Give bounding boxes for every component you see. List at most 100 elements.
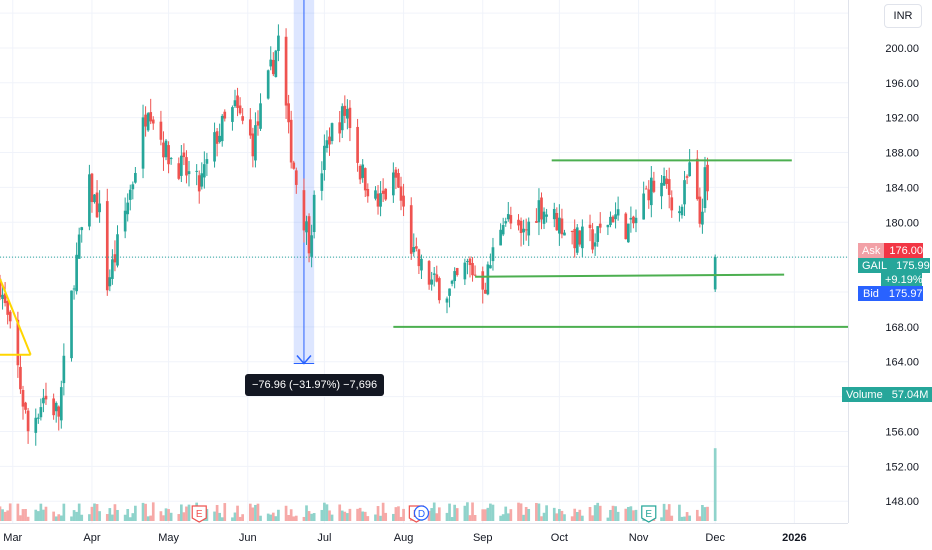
candle-body[interactable]	[588, 224, 592, 229]
candle-body[interactable]	[343, 105, 347, 116]
candle-body[interactable]	[19, 366, 22, 390]
candle-body[interactable]	[325, 140, 329, 149]
candle-body[interactable]	[220, 115, 224, 142]
candle-body[interactable]	[358, 165, 362, 180]
candle-body[interactable]	[491, 247, 495, 262]
candle-body[interactable]	[652, 180, 656, 192]
candle-body[interactable]	[647, 189, 651, 201]
candle-body[interactable]	[338, 122, 342, 134]
candle-body[interactable]	[611, 216, 615, 223]
candle-body[interactable]	[361, 164, 365, 178]
candle-body[interactable]	[277, 35, 280, 51]
candle-body[interactable]	[397, 173, 400, 188]
candle-body[interactable]	[151, 119, 155, 124]
candle-body[interactable]	[430, 279, 434, 285]
candle-body[interactable]	[463, 262, 467, 280]
candle-body[interactable]	[356, 126, 359, 163]
candle-body[interactable]	[537, 200, 541, 223]
candle-body[interactable]	[499, 229, 502, 246]
candle-body[interactable]	[698, 196, 702, 224]
candle-body[interactable]	[77, 234, 81, 259]
candlesticks[interactable]	[0, 24, 717, 446]
candle-body[interactable]	[558, 217, 561, 234]
candle-body[interactable]	[563, 232, 566, 236]
candle-body[interactable]	[578, 230, 582, 245]
candle-body[interactable]	[545, 214, 548, 217]
candle-body[interactable]	[614, 214, 617, 220]
event-markers[interactable]: EEDE	[191, 505, 657, 523]
candle-body[interactable]	[271, 59, 275, 75]
candle-body[interactable]	[187, 171, 191, 175]
candle-body[interactable]	[90, 173, 94, 203]
candle-body[interactable]	[680, 206, 684, 216]
candle-body[interactable]	[555, 212, 559, 231]
candle-body[interactable]	[310, 235, 313, 257]
candle-body[interactable]	[167, 145, 170, 165]
candle-body[interactable]	[384, 188, 388, 200]
candle-body[interactable]	[519, 220, 523, 234]
candle-body[interactable]	[34, 417, 38, 433]
candle-body[interactable]	[39, 407, 43, 418]
candle-body[interactable]	[80, 227, 84, 231]
candle-body[interactable]	[535, 221, 538, 223]
candle-body[interactable]	[626, 223, 630, 243]
candle-body[interactable]	[412, 247, 416, 253]
candle-body[interactable]	[665, 178, 668, 184]
candle-body[interactable]	[366, 188, 370, 197]
candle-body[interactable]	[481, 271, 485, 290]
candle-body[interactable]	[330, 123, 334, 142]
candle-body[interactable]	[16, 319, 20, 366]
candle-body[interactable]	[504, 221, 508, 224]
candle-body[interactable]	[202, 164, 206, 178]
candle-body[interactable]	[248, 119, 252, 136]
candle-body[interactable]	[346, 108, 349, 119]
dividend-marker[interactable]: D	[413, 505, 430, 521]
candle-body[interactable]	[409, 205, 413, 254]
earnings-marker[interactable]: E	[641, 505, 657, 523]
candle-body[interactable]	[3, 293, 7, 304]
candle-body[interactable]	[414, 246, 418, 249]
candle-body[interactable]	[254, 125, 257, 161]
support-trendline[interactable]	[475, 273, 785, 278]
candle-body[interactable]	[149, 112, 153, 122]
candle-body[interactable]	[141, 117, 145, 169]
candle-body[interactable]	[126, 202, 130, 215]
candle-body[interactable]	[527, 221, 531, 236]
candle-body[interactable]	[593, 242, 597, 247]
candle-body[interactable]	[427, 261, 431, 285]
candle-body[interactable]	[195, 170, 199, 172]
candle-body[interactable]	[236, 95, 239, 108]
candle-body[interactable]	[379, 193, 382, 207]
candle-body[interactable]	[629, 217, 633, 220]
candle-body[interactable]	[105, 201, 109, 291]
candle-body[interactable]	[223, 111, 227, 119]
candle-body[interactable]	[205, 159, 209, 164]
candle-body[interactable]	[468, 258, 472, 266]
candle-body[interactable]	[685, 176, 689, 178]
candle-body[interactable]	[21, 390, 25, 407]
candle-body[interactable]	[6, 300, 10, 315]
candle-body[interactable]	[486, 264, 490, 295]
candle-body[interactable]	[108, 277, 112, 287]
candle-body[interactable]	[670, 197, 674, 211]
candle-body[interactable]	[134, 172, 137, 183]
candle-body[interactable]	[57, 406, 61, 417]
candle-body[interactable]	[501, 225, 505, 235]
candle-body[interactable]	[123, 210, 127, 232]
candle-body[interactable]	[394, 169, 398, 178]
candle-body[interactable]	[701, 211, 704, 225]
candle-body[interactable]	[616, 209, 620, 216]
candle-body[interactable]	[116, 234, 119, 266]
candle-body[interactable]	[432, 273, 436, 275]
candle-body[interactable]	[241, 116, 244, 121]
candle-body[interactable]	[540, 197, 543, 220]
candle-body[interactable]	[713, 257, 717, 290]
candle-body[interactable]	[75, 254, 78, 292]
candle-body[interactable]	[259, 103, 262, 129]
candle-body[interactable]	[197, 175, 201, 192]
candle-body[interactable]	[471, 262, 474, 276]
candle-body[interactable]	[289, 119, 293, 163]
candle-body[interactable]	[256, 121, 260, 126]
earnings-marker[interactable]: E	[191, 505, 207, 523]
candle-body[interactable]	[287, 103, 290, 123]
